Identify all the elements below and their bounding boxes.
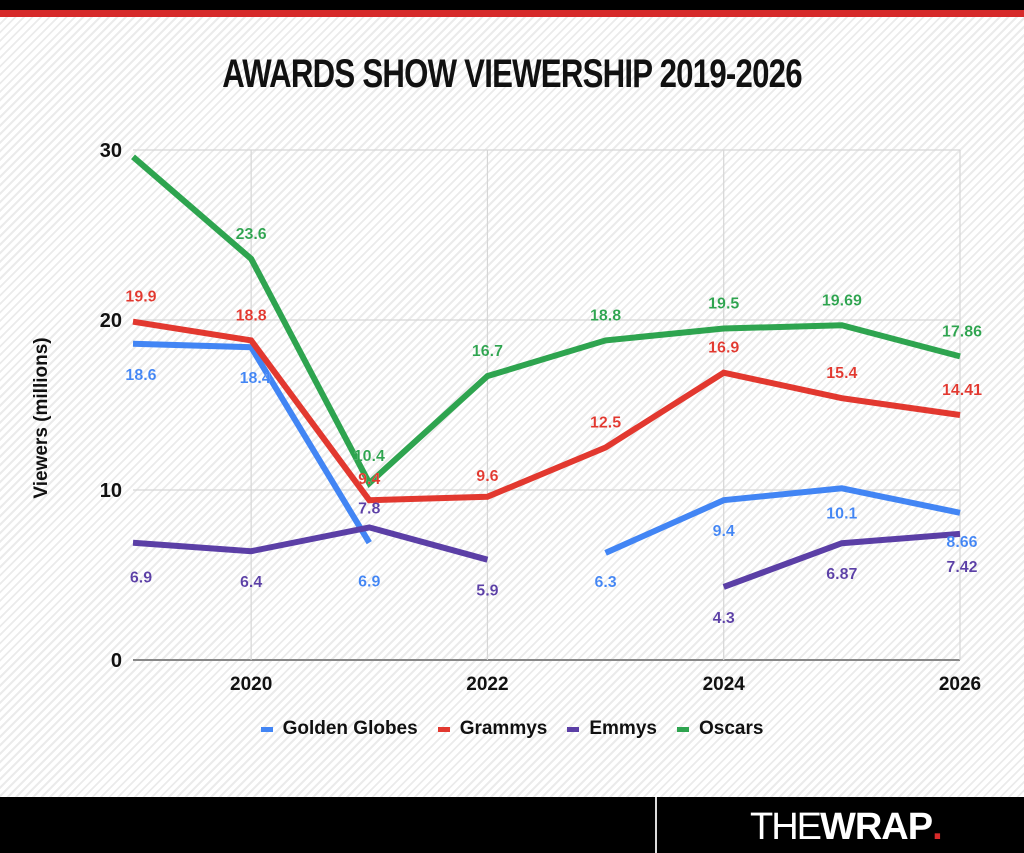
data-label: 9.4 <box>713 523 735 540</box>
data-label: 16.7 <box>472 343 503 360</box>
series-line-grammys <box>132 318 961 504</box>
chart-title: AWARDS SHOW VIEWERSHIP 2019-2026 <box>222 52 802 96</box>
data-label: 10.1 <box>826 505 857 522</box>
legend-label: Emmys <box>589 718 657 739</box>
y-tick-labels: 0 10 20 30 <box>100 140 122 672</box>
data-label: 14.41 <box>942 382 982 399</box>
data-label: 15.4 <box>826 365 857 382</box>
series-line-oscars <box>131 154 961 489</box>
data-label: 19.9 <box>125 289 156 306</box>
legend: Golden Globes Grammys Emmys Oscars <box>0 718 1024 740</box>
data-label: 18.4 <box>240 370 271 387</box>
data-label: 6.87 <box>826 566 857 583</box>
data-labels: 18.6 18.4 6.9 6.3 9.4 10.1 8.66 19.9 18.8 9.4 9.6 1… <box>125 226 982 627</box>
logo-dot: . <box>932 806 943 848</box>
series-line-emmys <box>132 524 489 563</box>
data-label: 5.9 <box>476 583 498 600</box>
legend-swatch-icon <box>676 726 689 732</box>
data-label: 12.5 <box>590 415 621 432</box>
y-axis-label: Viewers (millions) <box>31 337 52 498</box>
data-label: 18.6 <box>125 367 156 384</box>
data-label: 18.8 <box>590 307 621 324</box>
data-label: 6.9 <box>358 574 380 591</box>
logo-wrap: WRAP <box>820 806 933 848</box>
legend-item[interactable]: Grammys <box>437 718 548 740</box>
data-label: 4.3 <box>713 610 735 627</box>
legend-swatch-icon <box>260 726 273 732</box>
legend-item[interactable]: Golden Globes <box>260 718 418 740</box>
x-tick-label: 2020 <box>230 674 272 695</box>
thewrap-logo[interactable]: THEWRAP. <box>750 805 943 849</box>
top-black-bar <box>0 0 1024 10</box>
y-tick-label: 0 <box>111 650 122 672</box>
data-label: 17.86 <box>942 323 982 340</box>
x-tick-label: 2024 <box>703 674 746 695</box>
footer-bar <box>0 797 1024 853</box>
data-label: 10.4 <box>354 448 385 465</box>
top-red-bar <box>0 10 1024 17</box>
series-line-golden-globes <box>604 485 961 556</box>
legend-swatch-icon <box>567 726 580 732</box>
legend-label: Golden Globes <box>282 718 418 739</box>
x-tick-labels: 2020 2022 2024 2026 <box>230 674 981 695</box>
data-label: 19.69 <box>822 292 862 309</box>
x-tick-label: 2022 <box>466 674 508 695</box>
data-label: 9.4 <box>358 471 380 488</box>
data-label: 9.6 <box>476 468 498 485</box>
legend-item[interactable]: Oscars <box>676 718 764 740</box>
legend-label: Oscars <box>698 718 764 739</box>
series-lines <box>131 154 961 590</box>
data-label: 19.5 <box>708 296 739 313</box>
data-label: 8.66 <box>946 534 977 551</box>
data-label: 6.3 <box>594 574 616 591</box>
y-tick-label: 10 <box>100 480 122 502</box>
legend-item[interactable]: Emmys <box>567 718 657 740</box>
y-tick-label: 30 <box>100 140 122 162</box>
series-line-golden-globes <box>132 340 372 545</box>
footer-divider <box>655 797 657 853</box>
data-label: 6.4 <box>240 574 262 591</box>
series-line-emmys <box>722 530 961 590</box>
x-tick-label: 2026 <box>939 674 981 695</box>
data-label: 7.42 <box>946 559 977 576</box>
legend-label: Grammys <box>459 718 548 739</box>
data-label: 7.8 <box>358 500 380 517</box>
data-label: 23.6 <box>236 226 267 243</box>
logo-the: THE <box>750 806 822 848</box>
data-label: 16.9 <box>708 340 739 357</box>
legend-swatch-icon <box>437 726 450 732</box>
data-label: 6.9 <box>130 570 152 587</box>
line-chart: 0 10 20 30 2020 2022 2024 2026 Viewers (millio… <box>31 140 982 695</box>
data-label: 18.8 <box>236 307 267 324</box>
y-tick-label: 20 <box>100 310 122 332</box>
